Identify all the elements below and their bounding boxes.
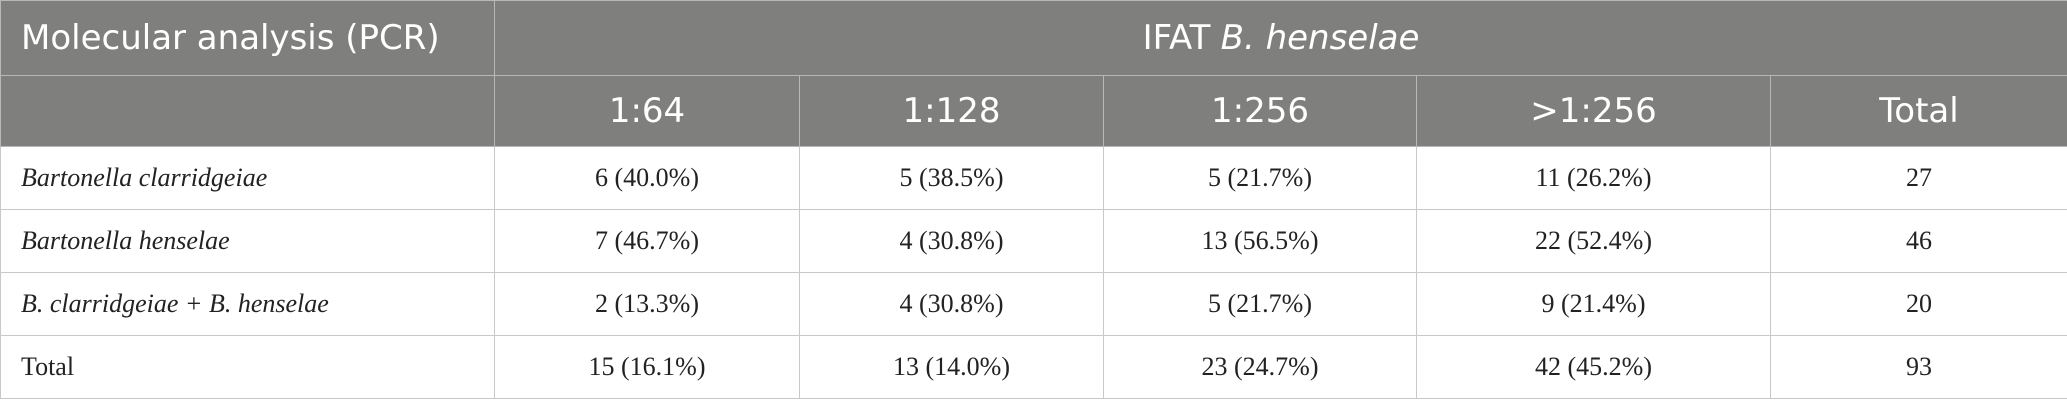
table-cell: 2 (13.3%) [494,272,800,336]
table-row: Bartonella henselae 7 (46.7%) 4 (30.8%) 13 … [0,209,2067,273]
column-header: 1:128 [799,75,1104,147]
table-cell: 22 (52.4%) [1416,209,1771,273]
table-row: B. clarridgeiae + B. henselae 2 (13.3%) 4 … [0,272,2067,336]
table-cell: 13 (56.5%) [1103,209,1417,273]
table-cell: 7 (46.7%) [494,209,800,273]
table-cell: 23 (24.7%) [1103,335,1417,399]
table-cell: 5 (21.7%) [1103,146,1417,210]
column-header: Total [1770,75,2067,147]
column-header: >1:256 [1416,75,1771,147]
table-cell: 15 (16.1%) [494,335,800,399]
empty-header-cell [0,75,495,147]
table-cell: 42 (45.2%) [1416,335,1771,399]
header-cell: Molecular analysis (PCR) [0,0,495,76]
group-prefix: IFAT [1142,18,1211,58]
column-header: 1:256 [1103,75,1417,147]
header-row: Molecular analysis (PCR) IFAT B. henselae [0,0,2067,76]
table-cell: 27 [1770,146,2067,210]
table-row: Total 15 (16.1%) 13 (14.0%) 23 (24.7%) 42 (4… [0,335,2067,399]
table-cell: 13 (14.0%) [799,335,1104,399]
column-header: 1:64 [494,75,800,147]
table-cell: 6 (40.0%) [494,146,800,210]
table-cell: 9 (21.4%) [1416,272,1771,336]
table-cell: 4 (30.8%) [799,272,1104,336]
table-body: Bartonella clarridgeiae 6 (40.0%) 5 (38.5%… [0,146,2067,399]
subheader-row: 1:64 1:128 1:256 >1:256 Total [0,75,2067,147]
table-cell: 20 [1770,272,2067,336]
row-label: B. clarridgeiae + B. henselae [0,272,495,336]
row-label: Bartonella henselae [0,209,495,273]
table-row: Bartonella clarridgeiae 6 (40.0%) 5 (38.5%… [0,146,2067,210]
table-cell: 5 (38.5%) [799,146,1104,210]
group-species: B. henselae [1220,18,1420,58]
table-cell: 5 (21.7%) [1103,272,1417,336]
table-cell: 93 [1770,335,2067,399]
table-cell: 4 (30.8%) [799,209,1104,273]
row-label: Total [0,335,495,399]
table-cell: 46 [1770,209,2067,273]
group-header: IFAT B. henselae [494,0,2067,76]
row-label: Bartonella clarridgeiae [0,146,495,210]
table-cell: 11 (26.2%) [1416,146,1771,210]
